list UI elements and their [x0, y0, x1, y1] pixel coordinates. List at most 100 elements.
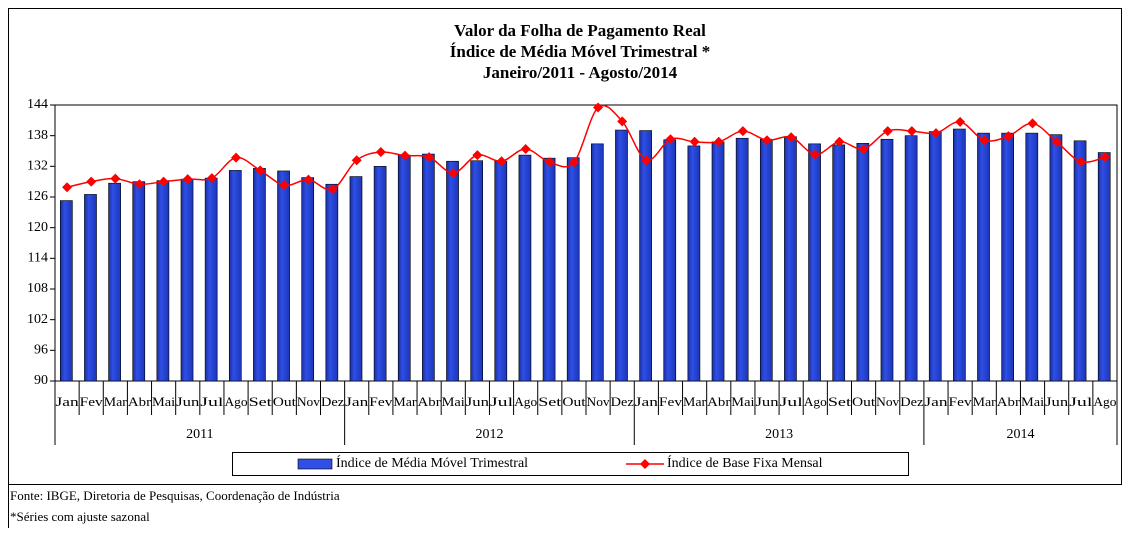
line-marker	[544, 157, 555, 168]
group-label: 2011	[186, 427, 213, 442]
chart-title: Valor da Folha de Pagamento Real	[454, 21, 706, 40]
line-marker	[882, 126, 893, 137]
y-tick-label: 96	[34, 343, 48, 358]
bar	[1049, 134, 1063, 382]
bar	[735, 137, 749, 382]
x-tick-label: Nov	[297, 394, 321, 409]
legend-label: Índice de Média Móvel Trimestral	[336, 454, 528, 471]
bar	[446, 160, 459, 382]
x-tick-label: Abr	[707, 394, 731, 409]
x-tick-label: Nov	[876, 394, 900, 409]
line-marker	[448, 167, 459, 178]
x-tick-label: Mai	[442, 394, 466, 409]
bar	[1097, 152, 1111, 382]
x-tick-label: Nov	[587, 394, 611, 409]
bar	[977, 132, 990, 382]
y-tick-label: 120	[27, 220, 48, 235]
bar	[1025, 132, 1039, 382]
bar	[615, 129, 628, 382]
line-marker	[496, 156, 507, 167]
bar	[687, 145, 701, 382]
line-marker	[279, 180, 290, 191]
x-tick-label: Jan	[924, 394, 948, 409]
bar	[228, 170, 242, 382]
line-marker	[327, 184, 338, 195]
bar	[204, 177, 218, 382]
legend-swatch	[297, 458, 333, 470]
y-tick-label: 144	[27, 97, 48, 112]
x-tick-label: Mar	[393, 394, 417, 409]
line-marker	[1099, 152, 1110, 163]
chart-subtitle: Janeiro/2011 - Agosto/2014	[483, 63, 678, 82]
bar	[301, 177, 315, 382]
bar	[373, 166, 387, 382]
line-marker	[1003, 131, 1014, 142]
x-tick-label: Out	[273, 394, 297, 409]
legend	[232, 452, 909, 476]
bar	[784, 136, 797, 382]
x-tick-label: Set	[828, 394, 852, 409]
line-marker	[955, 116, 966, 127]
x-tick-label: Mai	[731, 394, 755, 409]
y-tick-label: 138	[27, 128, 48, 143]
bar	[325, 183, 339, 382]
bar	[711, 141, 725, 382]
bar	[494, 160, 508, 382]
x-tick-label: Mar	[104, 394, 128, 409]
line-marker	[351, 155, 362, 166]
x-tick-label: Ago	[514, 394, 537, 409]
bar	[856, 143, 870, 382]
line-marker	[786, 132, 797, 143]
line-marker	[641, 155, 652, 166]
x-tick-label: Jun	[1045, 394, 1069, 409]
x-tick-label: Jul	[780, 394, 804, 409]
line-marker	[906, 126, 917, 137]
group-label: 2014	[1006, 427, 1034, 442]
x-tick-label: Jun	[466, 394, 490, 409]
x-tick-label: Jan	[56, 394, 80, 409]
x-tick-label: Ago	[224, 394, 247, 409]
line-marker	[158, 176, 169, 187]
line-marker	[930, 128, 941, 139]
x-tick-label: Jun	[176, 394, 200, 409]
line-marker	[231, 152, 242, 163]
line-marker	[1027, 118, 1038, 129]
line-marker	[399, 150, 410, 161]
line-marker	[520, 143, 531, 154]
bar	[60, 200, 73, 382]
line-marker	[110, 173, 121, 184]
x-tick-label: Mar	[973, 394, 997, 409]
x-tick-label: Mai	[152, 394, 176, 409]
x-tick-label: Jul	[490, 394, 514, 409]
y-tick-label: 132	[27, 159, 48, 174]
bar	[108, 182, 121, 382]
bar	[180, 178, 194, 382]
line-marker	[617, 116, 628, 127]
x-tick-label: Ago	[804, 394, 827, 409]
line-marker	[62, 182, 73, 193]
line-marker	[424, 152, 435, 163]
x-tick-label: Set	[538, 394, 562, 409]
line-marker	[1051, 136, 1062, 147]
bar	[84, 194, 97, 382]
bar	[566, 157, 580, 382]
bar	[663, 139, 677, 382]
line-marker	[255, 165, 266, 176]
x-tick-label: Dez	[321, 394, 344, 409]
y-tick-label: 114	[28, 251, 48, 266]
line-marker	[375, 147, 386, 158]
line-marker	[858, 143, 869, 154]
line-marker	[593, 102, 604, 113]
line-marker	[737, 126, 748, 137]
line-marker	[834, 136, 845, 147]
x-tick-label: Jul	[1069, 394, 1093, 409]
bar	[518, 154, 532, 382]
x-tick-label: Out	[562, 394, 586, 409]
line-marker	[134, 179, 145, 190]
bar	[253, 168, 266, 382]
group-label: 2013	[765, 427, 793, 442]
line-marker	[979, 135, 990, 146]
bar	[880, 138, 894, 382]
